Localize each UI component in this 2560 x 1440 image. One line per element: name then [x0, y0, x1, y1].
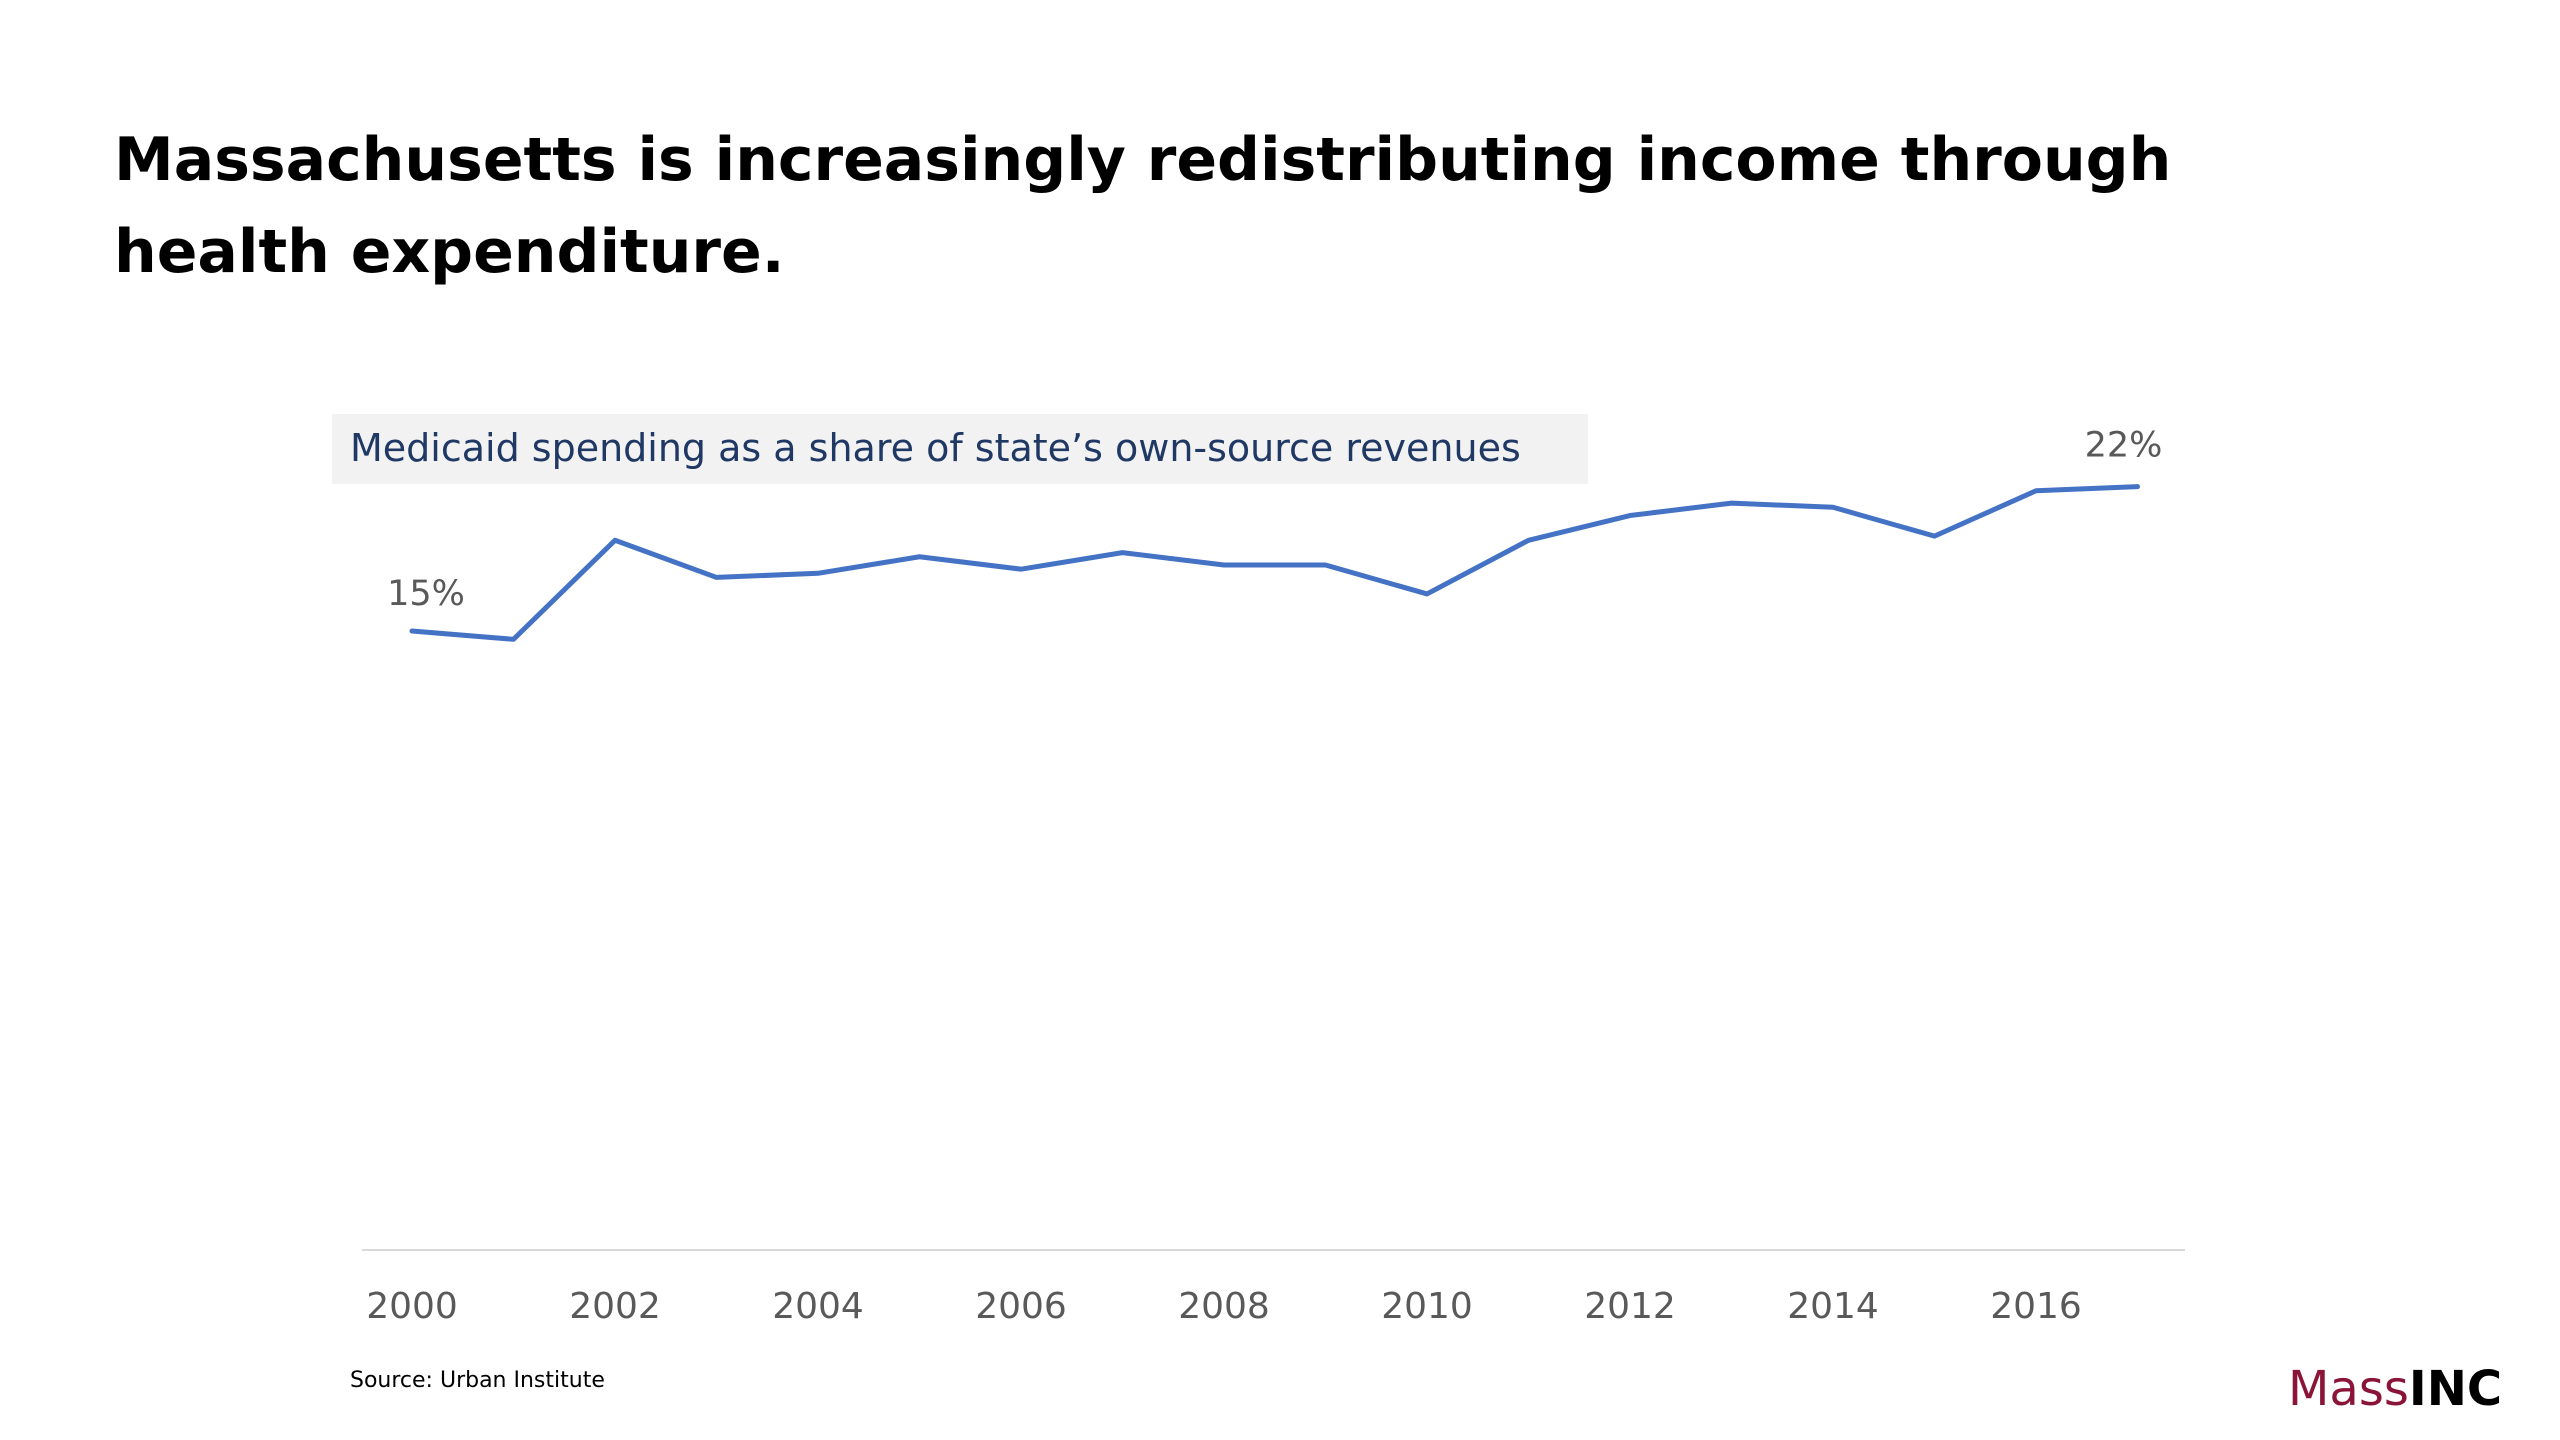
data-point — [1526, 537, 1532, 543]
x-tick-label: 2000 — [366, 1286, 458, 1327]
chart-title: Medicaid spending as a share of state’s … — [350, 426, 1521, 470]
logo-text-mass: Mass — [2288, 1361, 2409, 1417]
x-tick-label: 2012 — [1584, 1286, 1676, 1327]
data-point — [2033, 488, 2039, 494]
data-point — [2135, 484, 2141, 490]
data-point — [511, 636, 517, 642]
data-point — [1120, 550, 1126, 556]
data-point — [1932, 533, 1938, 539]
data-point — [1830, 504, 1836, 510]
x-tick-label: 2006 — [975, 1286, 1067, 1327]
x-tick-label: 2002 — [569, 1286, 661, 1327]
x-tick-label: 2010 — [1381, 1286, 1473, 1327]
x-tick-label: 2016 — [1990, 1286, 2082, 1327]
x-tick-label: 2004 — [772, 1286, 864, 1327]
data-point — [1018, 566, 1024, 572]
data-point — [917, 554, 923, 560]
data-point — [1729, 500, 1735, 506]
massinc-logo: MassINC — [2288, 1360, 2502, 1418]
data-label: 15% — [387, 574, 465, 614]
data-point — [612, 537, 618, 543]
data-point — [815, 570, 821, 576]
logo-text-inc: INC — [2408, 1361, 2503, 1417]
x-tick-label: 2008 — [1178, 1286, 1270, 1327]
data-point — [1323, 562, 1329, 568]
source-note: Source: Urban Institute — [350, 1368, 605, 1393]
x-tick-label: 2014 — [1787, 1286, 1879, 1327]
data-point — [1424, 591, 1430, 597]
data-point — [1627, 513, 1633, 519]
data-label: 22% — [2085, 426, 2163, 466]
data-point — [714, 574, 720, 580]
chart-title-background — [332, 414, 1588, 484]
series-line — [409, 484, 2140, 642]
slide-title: Massachusetts is increasingly redistribu… — [114, 125, 2172, 287]
data-point — [1221, 562, 1227, 568]
data-point — [409, 628, 415, 634]
